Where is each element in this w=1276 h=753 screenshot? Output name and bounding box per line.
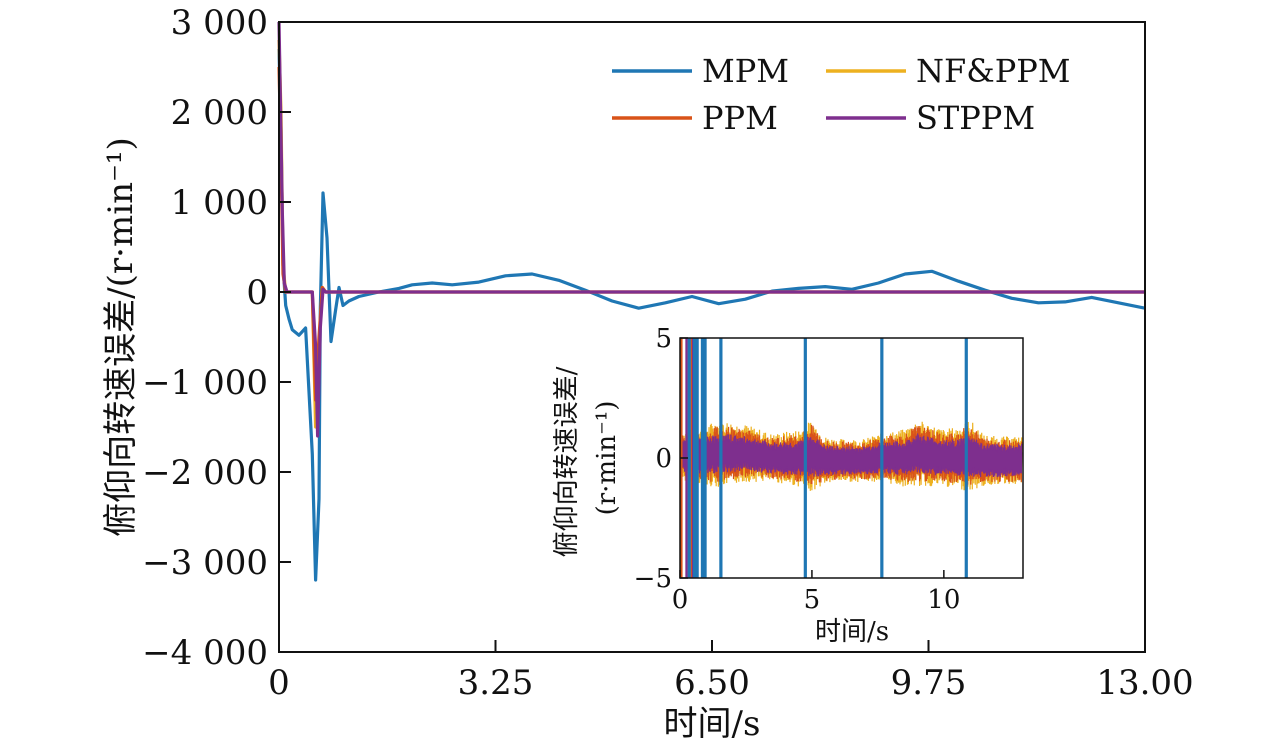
inset-series-group	[680, 338, 1023, 578]
x-tick-label: 13.00	[1096, 663, 1193, 703]
y-tick-label: 3 000	[171, 3, 268, 43]
legend-label-0: MPM	[702, 52, 789, 90]
inset-x-tick-label: 5	[804, 585, 821, 615]
y-tick-label: −3 000	[142, 543, 268, 583]
legend-label-3: STPPM	[916, 99, 1035, 137]
y-tick-label: 1 000	[171, 183, 268, 223]
inset-plot-area	[680, 338, 1023, 578]
inset-y-axis-title-line2: (r·min⁻¹)	[592, 401, 622, 516]
y-tick-label: −4 000	[142, 633, 268, 673]
y-tick-label: −1 000	[142, 363, 268, 403]
inset-y-tick-label: 0	[655, 444, 672, 474]
x-tick-label: 3.25	[458, 663, 534, 703]
inset-x-tick-label: 0	[672, 585, 689, 615]
main-y-axis-title: 俯仰向转速误差/(r·min⁻¹)	[101, 137, 141, 537]
inset-y-axis-title-line1: 俯仰向转速误差/	[552, 366, 582, 557]
legend-label-1: PPM	[702, 99, 778, 137]
x-tick-label: 0	[268, 663, 290, 703]
series-line-stppm-3	[277, 21, 1145, 438]
inset-y-tick-label: 5	[655, 324, 672, 354]
inset-y-tick-label: −5	[634, 564, 672, 594]
main-chart: 0 3.25 6.50 9.75 13.00 3 000 2 000 1 000 0 −1 000…	[101, 3, 1194, 744]
y-tick-label: 0	[246, 273, 268, 313]
legend-label-2: NF&PPM	[916, 52, 1071, 90]
y-tick-label: 2 000	[171, 93, 268, 133]
series-line-mpm-0	[277, 48, 1146, 582]
main-x-axis-title: 时间/s	[664, 704, 761, 744]
inset-x-tick-label: 10	[927, 585, 960, 615]
main-ticks-group: 0 3.25 6.50 9.75 13.00 3 000 2 000 1 000 0 −1 000…	[142, 3, 1194, 703]
x-tick-label: 9.75	[891, 663, 967, 703]
legend: MPM NF&PPM PPM STPPM	[612, 52, 1071, 137]
y-tick-label: −2 000	[142, 453, 268, 493]
x-tick-label: 6.50	[674, 663, 750, 703]
inset-x-axis-title: 时间/s	[815, 617, 889, 647]
